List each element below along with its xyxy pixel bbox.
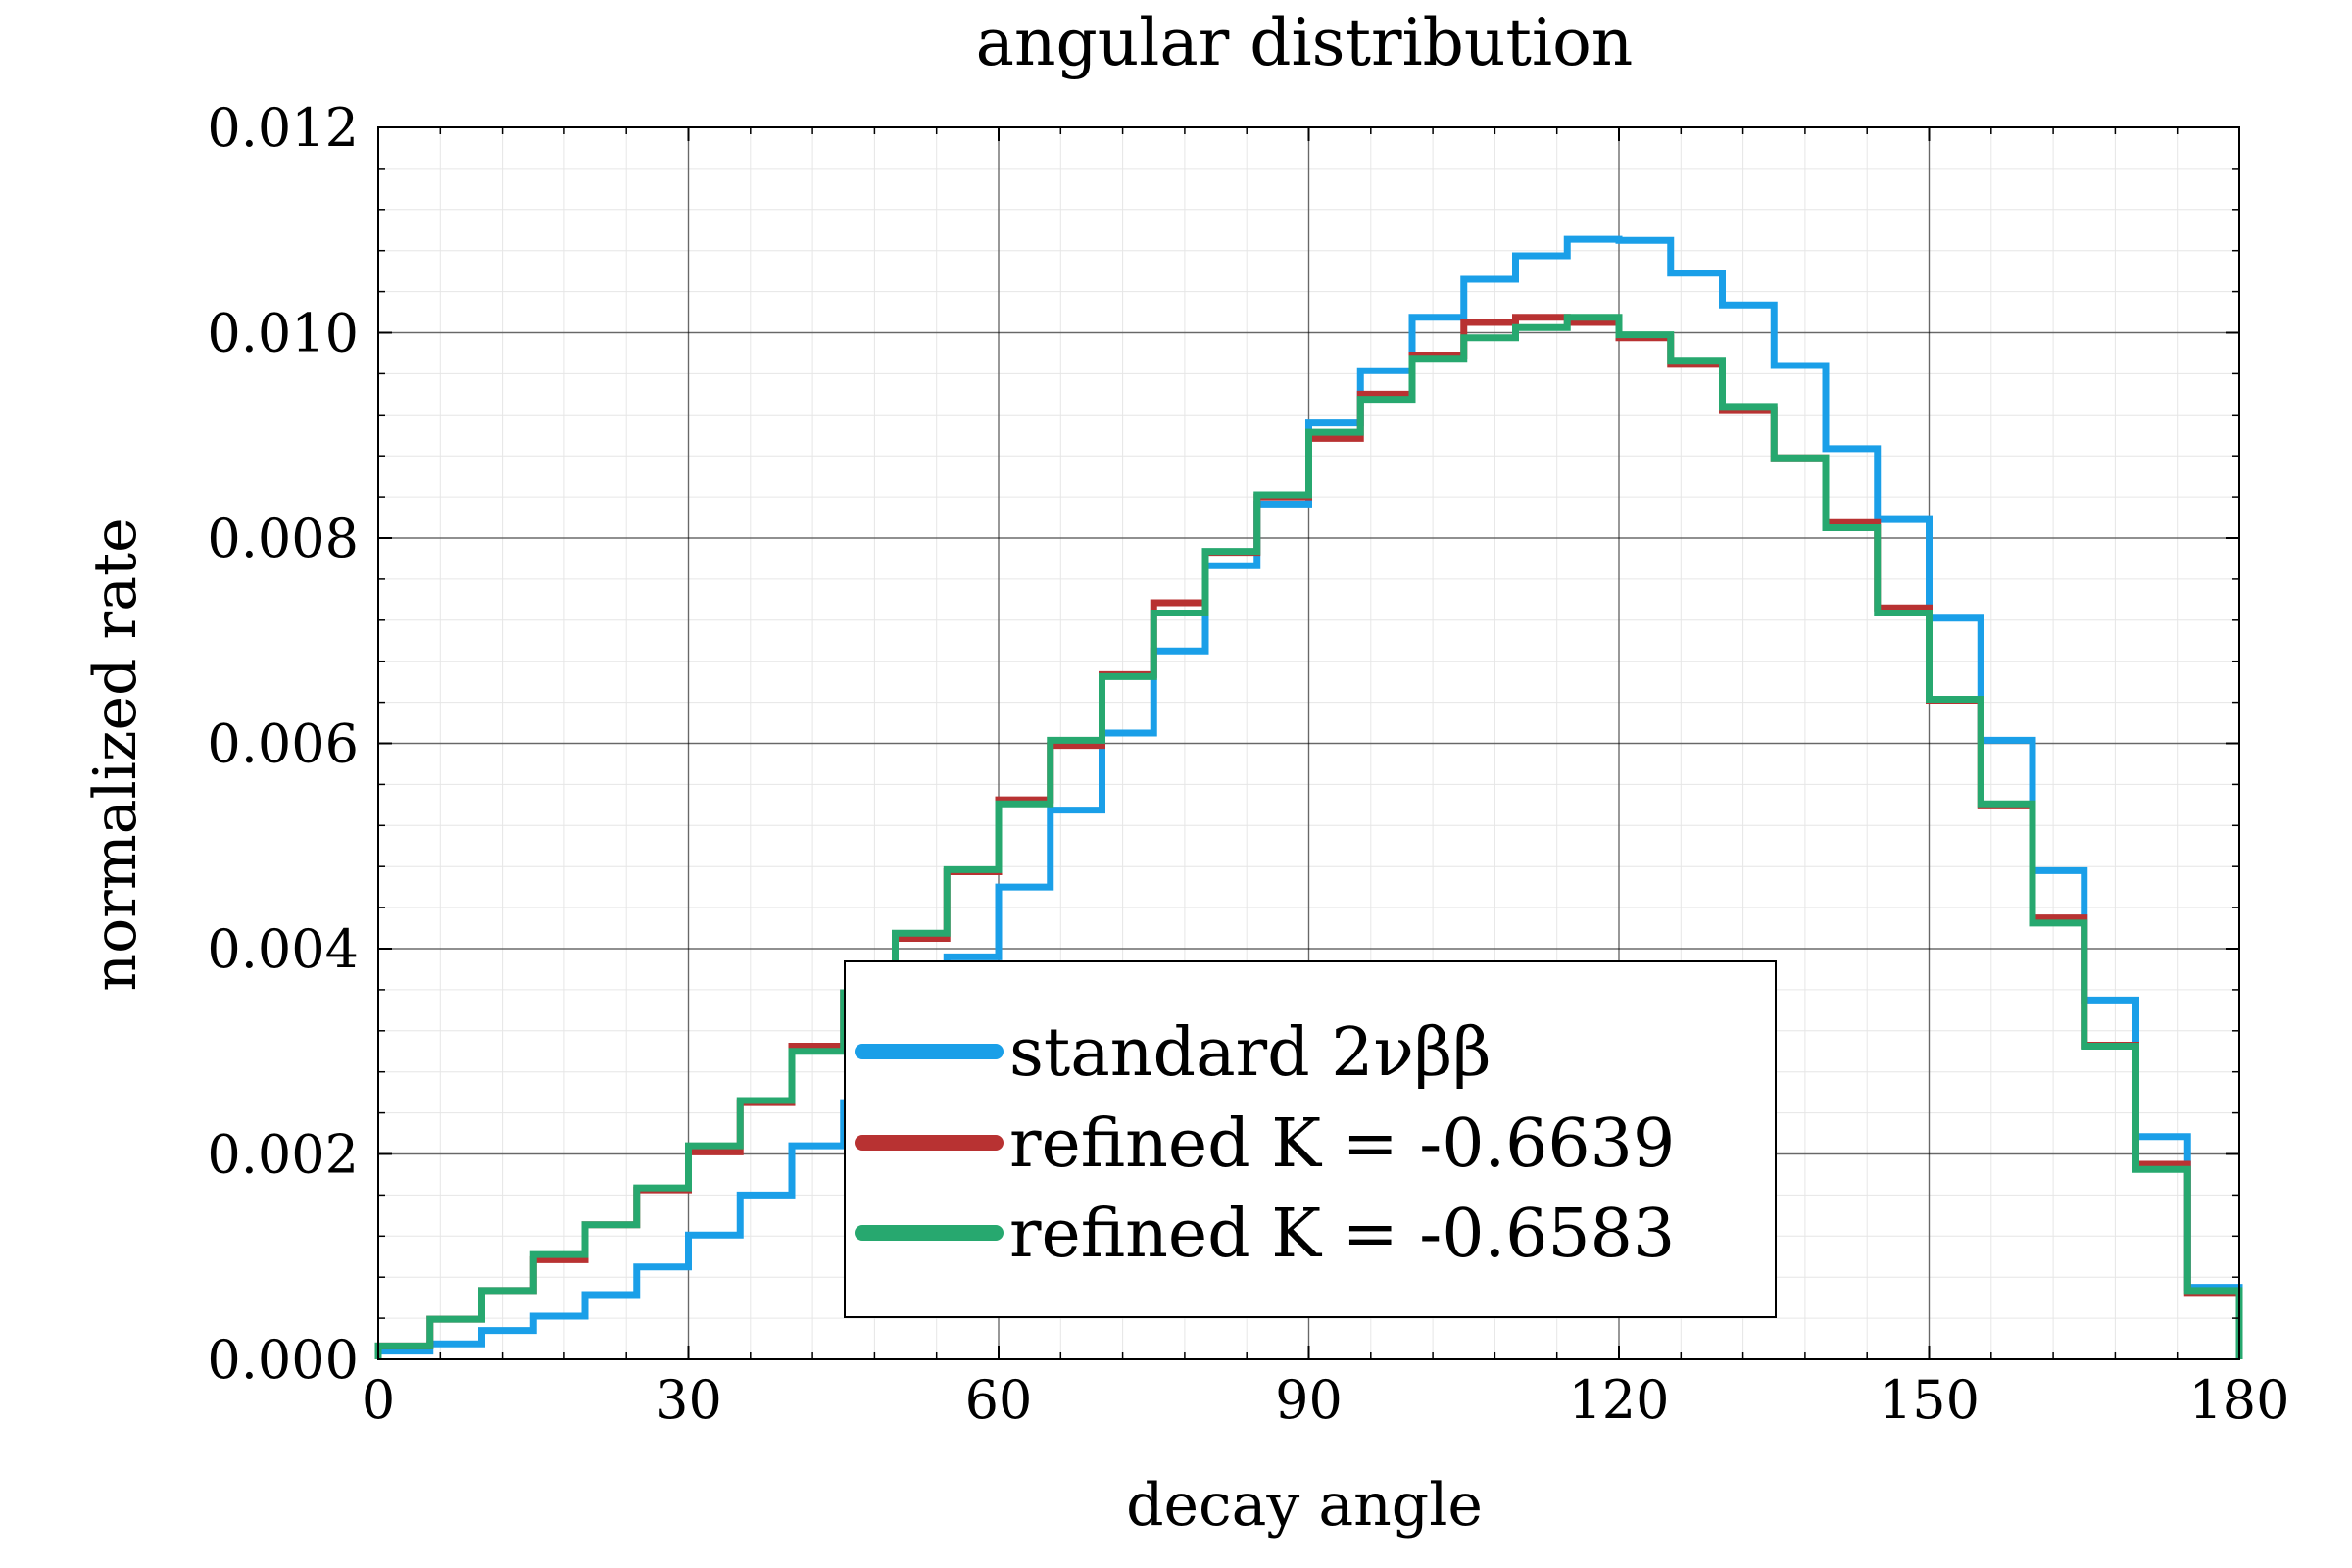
y-tick-labels: 0.000 0.002 0.004 0.006 0.008 0.010 0.012 bbox=[207, 97, 359, 1391]
legend-label-2: refined K = -0.6639 bbox=[1009, 1105, 1675, 1183]
series-line-3 bbox=[374, 314, 2243, 1359]
x-tick-labels: 0 30 60 90 120 150 180 bbox=[362, 1369, 2290, 1431]
x-axis-label: decay angle bbox=[1126, 1471, 1483, 1540]
series-layer bbox=[374, 235, 2243, 1359]
y-tick-label: 0.006 bbox=[207, 713, 359, 775]
x-tick-label: 60 bbox=[965, 1369, 1033, 1431]
x-tick-label: 180 bbox=[2188, 1369, 2289, 1431]
y-tick-label: 0.010 bbox=[207, 303, 359, 365]
y-tick-label: 0.000 bbox=[207, 1329, 359, 1391]
y-axis-label: normalized rate bbox=[81, 517, 150, 991]
x-tick-label: 0 bbox=[362, 1369, 395, 1431]
y-tick-label: 0.012 bbox=[207, 97, 359, 159]
y-tick-label: 0.008 bbox=[207, 508, 359, 569]
chart-title: angular distribution bbox=[976, 5, 1634, 80]
y-tick-label: 0.004 bbox=[207, 918, 359, 980]
tick-marks bbox=[377, 126, 2240, 1360]
legend-label-1: standard 2νββ bbox=[1009, 1014, 1492, 1092]
x-tick-label: 150 bbox=[1879, 1369, 1980, 1431]
legend-label-3: refined K = -0.6583 bbox=[1009, 1196, 1675, 1273]
x-tick-label: 30 bbox=[655, 1369, 722, 1431]
y-tick-label: 0.002 bbox=[207, 1124, 359, 1186]
x-tick-label: 120 bbox=[1568, 1369, 1669, 1431]
x-tick-label: 90 bbox=[1275, 1369, 1343, 1431]
legend: standard 2νββ refined K = -0.6639 refined … bbox=[844, 960, 1777, 1318]
